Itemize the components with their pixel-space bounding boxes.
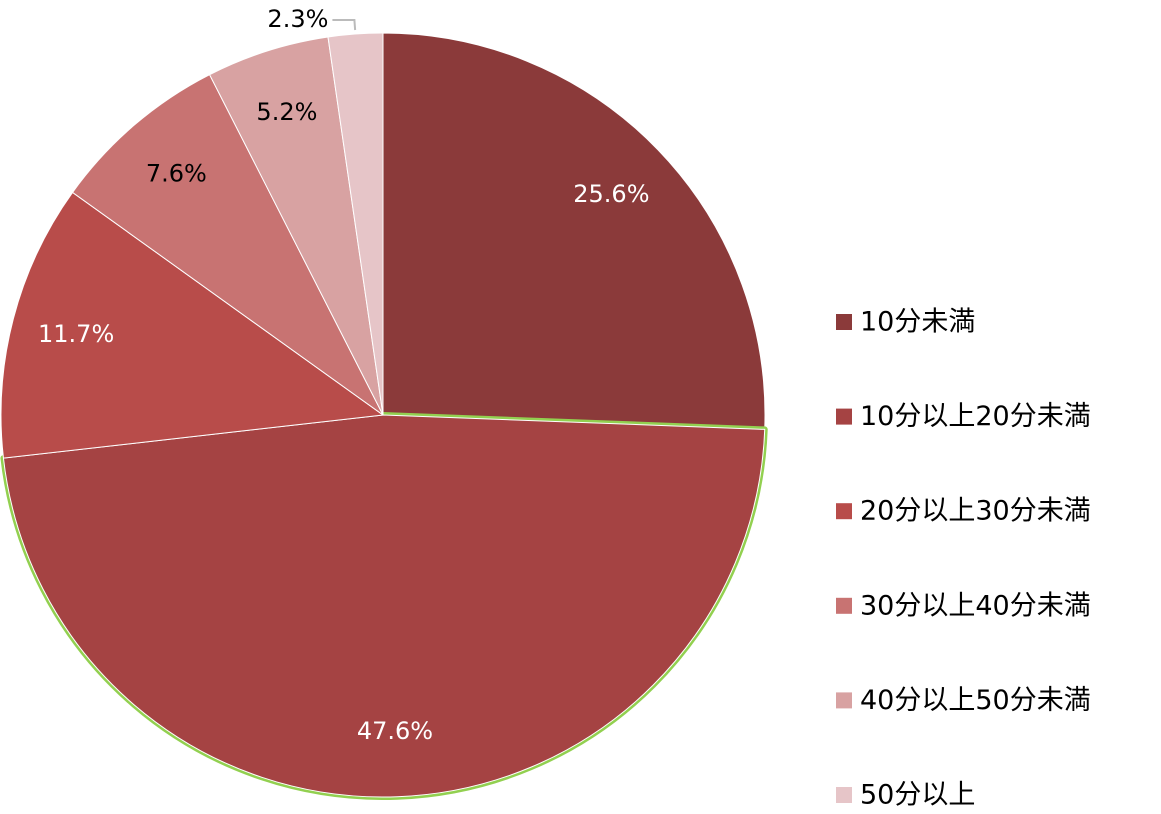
pie-slice	[71, 73, 384, 416]
pie-slice	[2, 414, 766, 798]
data-label: 7.6%	[146, 160, 207, 188]
legend-swatch	[836, 408, 852, 425]
legend-label: 40分以上50分未満	[860, 685, 1091, 716]
legend-label: 10分未満	[860, 307, 975, 338]
legend-swatch	[836, 787, 852, 803]
data-label: 5.2%	[256, 98, 317, 126]
legend-swatch	[836, 314, 852, 330]
pie-slice	[382, 32, 766, 430]
data-label: 11.7%	[38, 320, 114, 348]
legend-label: 50分以上	[860, 780, 975, 811]
data-label: 2.3%	[267, 5, 328, 33]
pie-slice	[0, 191, 385, 459]
legend-swatch	[836, 503, 852, 520]
data-label: 47.6%	[357, 717, 433, 745]
legend-swatch	[836, 597, 852, 614]
leader-line	[332, 19, 357, 31]
legend-label: 30分以上40分未満	[860, 590, 1091, 621]
legend-label: 20分以上30分未満	[860, 496, 1091, 527]
pie-slice	[327, 32, 384, 416]
data-label: 25.6%	[573, 180, 649, 208]
legend-swatch	[836, 692, 852, 709]
legend-label: 10分以上20分未満	[860, 401, 1091, 432]
